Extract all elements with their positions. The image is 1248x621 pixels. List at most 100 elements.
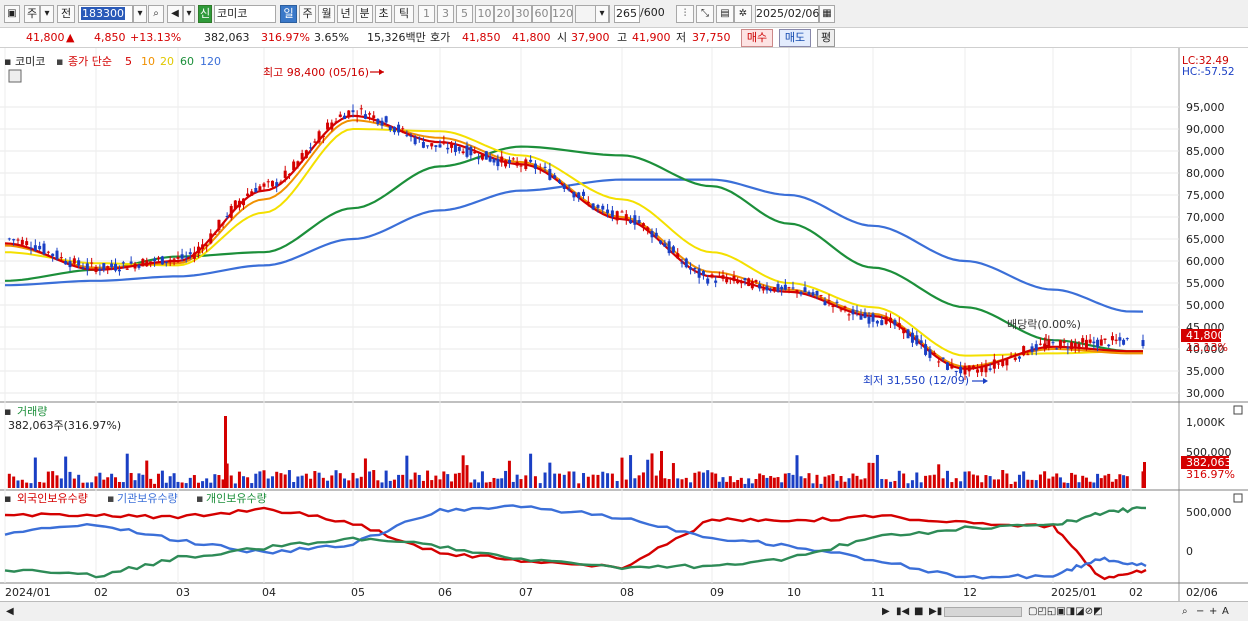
chart-tools-icon[interactable]: ▢◰◱▣◨◪⊘◩ [1028,606,1103,617]
auto-scale-icon[interactable]: A [1222,606,1229,617]
holdings-close-icon[interactable] [1233,493,1243,503]
chevron-down-icon[interactable]: ▾ [40,5,54,23]
period-minute-button[interactable]: 분 [356,5,373,23]
open-label: 시 [557,31,568,44]
volume-bar [799,476,803,488]
candle-body [1026,354,1030,356]
scroll-right-icon[interactable]: ▶ [882,606,890,617]
candle-body [529,159,533,162]
volume-bar [496,478,500,488]
volume-bar [646,459,650,488]
stock-name-field[interactable]: 코미코 [214,5,276,23]
volume-bar [500,478,504,488]
date-tick-label: 07 [519,586,533,599]
volume-bar [106,477,110,488]
candle-type-icon[interactable]: ⫶ [676,5,694,23]
candle-body [380,120,384,126]
save-icon[interactable]: ▤ [716,5,734,23]
period-prefix-select[interactable]: 주 [24,5,40,23]
period-second-button[interactable]: 초 [375,5,392,23]
speaker-dropdown-icon[interactable]: ▾ [183,5,195,23]
gear-icon[interactable]: ✲ [734,5,752,23]
candle-body [515,162,519,166]
volume-bar [25,482,29,488]
candle-body [180,254,184,259]
calendar-icon[interactable]: ▦ [819,5,835,23]
volume-bar [380,482,384,488]
grid-toggle-icon[interactable] [8,69,22,83]
minute-unit-5[interactable]: 5 [456,5,473,23]
candle-body [304,150,308,158]
candle-body [368,113,372,115]
scroll-left-icon[interactable]: ◀ [6,606,14,617]
market-badge: 신 [198,5,212,23]
code-dropdown-icon[interactable]: ▾ [133,5,147,23]
minute-unit-10[interactable]: 10 [475,5,494,23]
date-input[interactable]: 2025/02/06 [755,5,819,23]
minute-unit-120[interactable]: 120 [551,5,573,23]
first-page-icon[interactable]: ▮◀ [896,606,910,617]
candle-body [524,159,528,170]
draw-tool-icon[interactable]: ⤡ [696,5,714,23]
sell-button[interactable]: 매도 [779,29,811,47]
speaker-icon[interactable]: ◀ [167,5,183,23]
count-input[interactable]: 265 [614,5,640,23]
custom-unit-dropdown-icon[interactable]: ▾ [595,5,609,23]
volume-bar [504,470,508,488]
minute-unit-20[interactable]: 20 [494,5,513,23]
period-week-button[interactable]: 주 [299,5,316,23]
volume-bar [984,475,988,488]
minute-unit-30[interactable]: 30 [513,5,532,23]
holdings-tick-500k: 500,000 [1186,506,1232,519]
zoom-icon[interactable]: ⌕ [1182,606,1188,617]
volume-close-icon[interactable] [1233,405,1243,415]
candle-body [7,238,11,240]
minute-unit-60[interactable]: 60 [532,5,551,23]
volume-bar [1073,474,1077,488]
panel-menu-icon[interactable]: ▪ [4,55,11,68]
prev-button[interactable]: 전 [57,5,75,23]
buy-button[interactable]: 매수 [741,29,773,47]
window-icon[interactable]: ▣ [4,5,20,23]
candle-body [117,269,121,272]
price-tick-label: 40,000 [1186,343,1225,356]
scroll-bar[interactable]: ◀ ▶ ▮◀ ■ ▶▮ ▢◰◱▣◨◪⊘◩ ⌕ − + A [0,601,1248,621]
period-year-button[interactable]: 년 [337,5,354,23]
minute-unit-3[interactable]: 3 [437,5,454,23]
period-tick-button[interactable]: 틱 [394,5,414,23]
search-icon[interactable]: ⌕ [148,5,164,23]
last-price-tag: 41,800 [1186,329,1225,342]
volume-bar [94,476,98,488]
stock-code-input[interactable]: 183300 [78,5,133,23]
price-axis: 95,000 90,000 85,000 80,000 75,000 70,000 65,0… [1186,101,1225,400]
volume-tick-1000k: 1,000K [1186,416,1225,429]
candle-body [637,220,641,224]
scroll-thumb[interactable] [944,607,1022,617]
price-tick-label: 35,000 [1186,365,1225,378]
eval-button[interactable]: 평 [817,29,835,47]
period-day-button[interactable]: 일 [280,5,297,23]
volume-menu-icon[interactable]: ▪ [4,405,11,418]
volume-bar [791,474,795,488]
candle-body [577,192,581,199]
period-month-button[interactable]: 월 [318,5,335,23]
volume-bar [409,479,413,488]
zoom-in-icon[interactable]: + [1209,606,1218,617]
candle-body [769,289,773,292]
candle-body [980,367,984,373]
candle-body [1051,342,1055,344]
minute-unit-1[interactable]: 1 [418,5,435,23]
chart-area[interactable]: ▪ 코미코 ▪ 종가 단순 5 10 20 60 120 LC:32.49 HC… [0,48,1248,601]
date-tick-label: 05 [351,586,365,599]
zoom-out-icon[interactable]: − [1196,606,1205,617]
candle-body [469,146,473,156]
candle-body [480,154,484,160]
candle-body [363,114,367,119]
last-page-icon[interactable]: ▶▮ [929,606,943,617]
volume-bar [671,463,675,488]
stop-icon[interactable]: ■ [914,606,924,617]
candle-body [689,267,693,270]
volume-bar [803,478,807,488]
holdings-menu-icon[interactable]: ▪ [4,492,11,505]
price-chart[interactable]: ▪ 코미코 ▪ 종가 단순 5 10 20 60 120 LC:32.49 HC… [0,48,1248,601]
